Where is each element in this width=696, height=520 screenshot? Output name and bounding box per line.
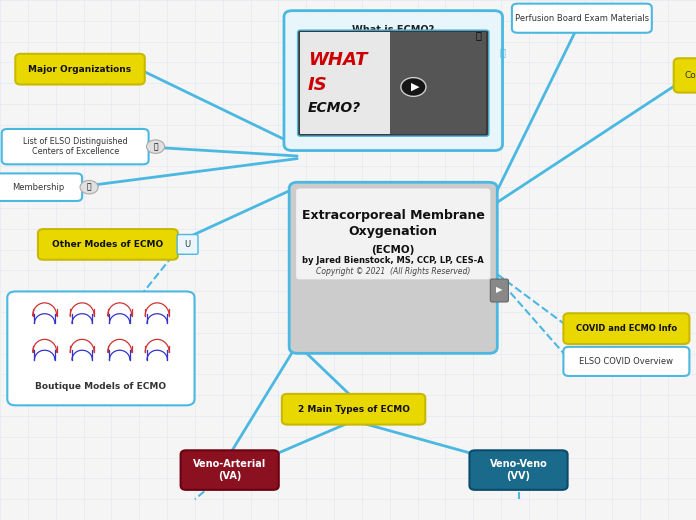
- FancyBboxPatch shape: [15, 54, 145, 84]
- Text: by Jared Bienstock, MS, CCP, LP, CES-A: by Jared Bienstock, MS, CCP, LP, CES-A: [302, 256, 484, 265]
- FancyBboxPatch shape: [301, 32, 390, 134]
- Text: Extracorporeal Membrane
Oxygenation: Extracorporeal Membrane Oxygenation: [302, 210, 484, 238]
- Text: 🧠: 🧠: [475, 30, 481, 40]
- Text: List of ELSO Distinguished
Centers of Excellence: List of ELSO Distinguished Centers of Ex…: [23, 137, 127, 157]
- Text: 🔗: 🔗: [153, 142, 158, 151]
- FancyBboxPatch shape: [0, 173, 82, 201]
- Circle shape: [147, 140, 165, 153]
- Text: 🔗: 🔗: [87, 183, 91, 192]
- Text: ELSO COVID Overview: ELSO COVID Overview: [579, 357, 674, 366]
- FancyBboxPatch shape: [38, 229, 178, 259]
- Text: WHAT: WHAT: [308, 50, 367, 69]
- FancyBboxPatch shape: [469, 450, 567, 490]
- Text: COVID and ECMO Info: COVID and ECMO Info: [576, 324, 677, 333]
- Text: Veno-Veno
(VV): Veno-Veno (VV): [490, 459, 547, 481]
- FancyBboxPatch shape: [674, 58, 696, 93]
- Text: ▶: ▶: [411, 82, 420, 92]
- Text: U: U: [184, 240, 191, 249]
- FancyBboxPatch shape: [289, 182, 497, 354]
- Circle shape: [80, 180, 98, 194]
- FancyBboxPatch shape: [298, 30, 489, 136]
- FancyBboxPatch shape: [181, 450, 278, 490]
- Text: ECMO?: ECMO?: [308, 101, 361, 115]
- Text: Copyright © 2021  (All Rights Reserved): Copyright © 2021 (All Rights Reserved): [316, 266, 470, 276]
- FancyBboxPatch shape: [177, 235, 198, 254]
- Text: ⛶: ⛶: [499, 47, 505, 58]
- FancyBboxPatch shape: [282, 394, 425, 424]
- FancyBboxPatch shape: [296, 188, 490, 279]
- Text: ▶: ▶: [496, 285, 503, 294]
- Text: Boutique Models of ECMO: Boutique Models of ECMO: [35, 382, 166, 391]
- FancyBboxPatch shape: [7, 291, 195, 406]
- Text: Perfusion Board Exam Materials: Perfusion Board Exam Materials: [515, 14, 649, 23]
- FancyBboxPatch shape: [564, 347, 689, 376]
- Text: IS: IS: [308, 76, 328, 94]
- FancyBboxPatch shape: [390, 32, 486, 134]
- Text: Membership: Membership: [12, 183, 65, 192]
- Text: 2 Main Types of ECMO: 2 Main Types of ECMO: [298, 405, 409, 414]
- Text: What is ECMO?: What is ECMO?: [352, 24, 434, 35]
- FancyBboxPatch shape: [1, 129, 149, 164]
- Text: Other Modes of ECMO: Other Modes of ECMO: [52, 240, 164, 249]
- FancyBboxPatch shape: [564, 313, 689, 344]
- FancyBboxPatch shape: [490, 279, 508, 302]
- FancyBboxPatch shape: [284, 10, 503, 151]
- Circle shape: [401, 77, 426, 96]
- Text: (ECMO): (ECMO): [372, 245, 415, 255]
- Text: Veno-Arterial
(VA): Veno-Arterial (VA): [193, 459, 267, 481]
- FancyBboxPatch shape: [512, 4, 651, 33]
- Text: Co: Co: [685, 71, 696, 80]
- Text: Major Organizations: Major Organizations: [29, 64, 132, 74]
